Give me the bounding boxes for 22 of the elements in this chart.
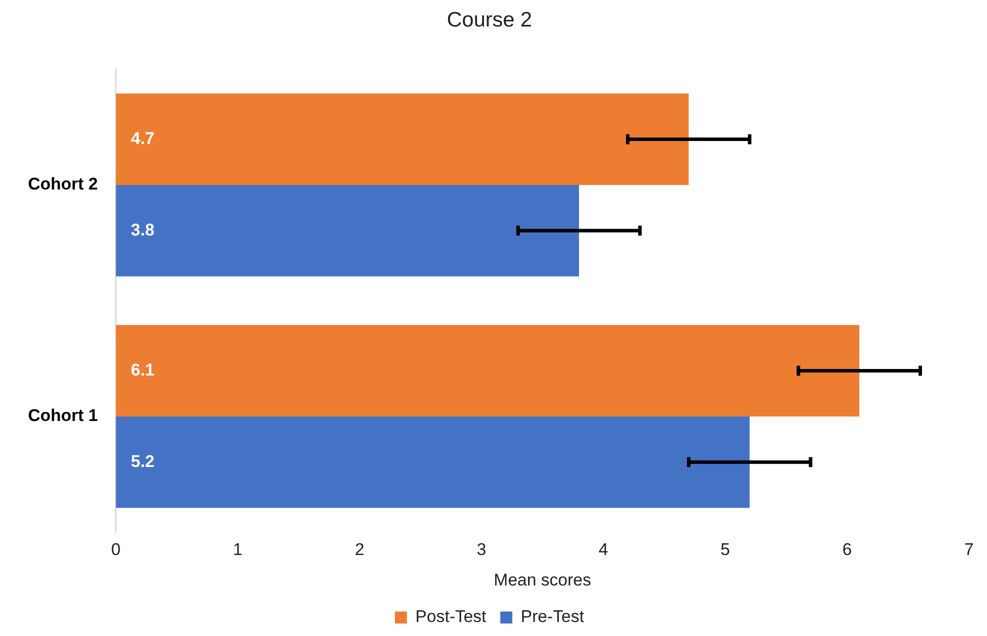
x-tick-label: 2	[354, 540, 364, 560]
x-tick-label: 1	[233, 540, 242, 560]
bar	[116, 416, 750, 508]
x-tick-label: 4	[598, 540, 608, 560]
x-tick-label: 3	[476, 540, 486, 560]
x-tick-label: 0	[111, 540, 121, 560]
x-tick-label: 5	[720, 540, 730, 560]
y-tick-label: Cohort 2	[28, 174, 98, 194]
bar	[116, 184, 580, 276]
legend-label: Post-Test	[415, 607, 487, 626]
bar	[116, 325, 860, 416]
bar	[116, 94, 689, 185]
chart-title: Course 2	[446, 8, 532, 32]
y-tick-label: Cohort 1	[28, 406, 98, 426]
x-axis-title: Mean scores	[494, 570, 592, 590]
x-tick-label: 6	[842, 540, 852, 560]
x-tick-label: 7	[964, 540, 974, 560]
legend-label: Pre-Test	[520, 607, 584, 626]
data-label: 6.1	[130, 360, 155, 380]
data-label: 3.8	[130, 220, 155, 240]
data-label: 4.7	[130, 128, 155, 148]
data-label: 5.2	[130, 452, 155, 471]
